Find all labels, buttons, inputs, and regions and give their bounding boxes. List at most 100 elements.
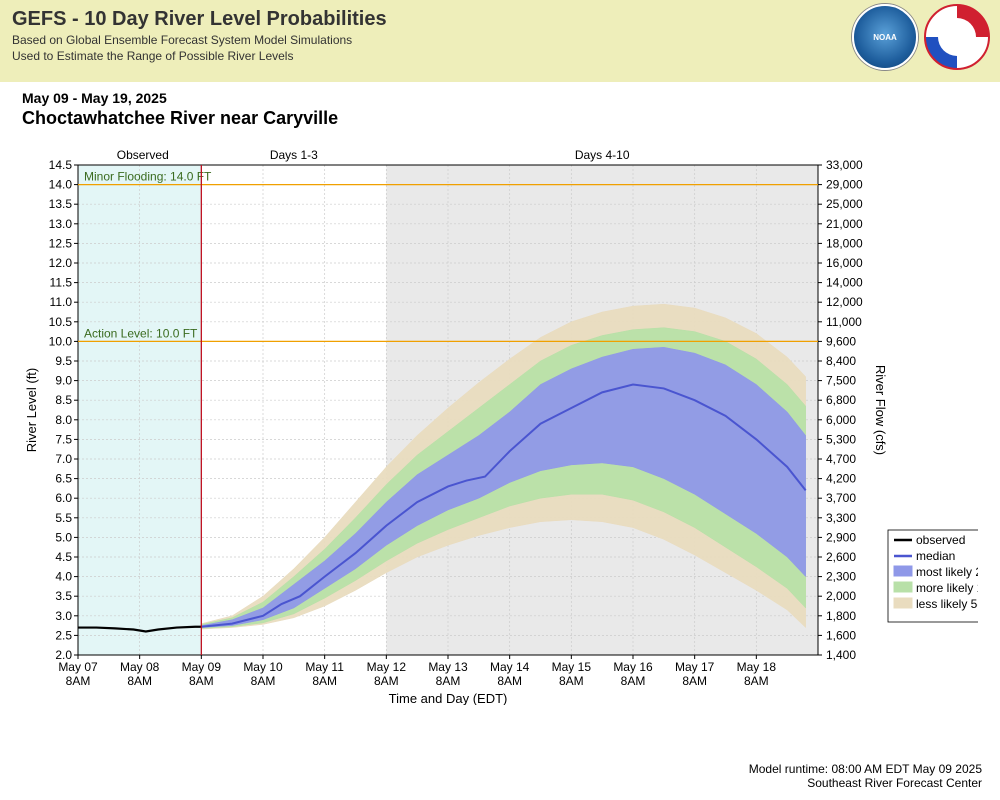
yr-tick: 3,300: [826, 511, 856, 525]
yl-tick: 7.5: [55, 432, 72, 446]
x-tick2: 8AM: [374, 674, 399, 688]
x-tick2: 8AM: [251, 674, 276, 688]
yl-tick: 5.0: [55, 530, 72, 544]
yl-tick: 4.5: [55, 550, 72, 564]
y-left-label: River Level (ft): [24, 368, 39, 453]
chart-container: Minor Flooding: 14.0 FT Action Level: 10.…: [18, 145, 978, 705]
nws-logo-icon: [924, 4, 990, 70]
yr-tick: 33,000: [826, 158, 863, 172]
x-tick: May 11: [305, 660, 344, 674]
noaa-logo-icon: NOAA: [852, 4, 918, 70]
yr-tick: 3,700: [826, 491, 856, 505]
yr-tick: 11,000: [826, 315, 862, 329]
x-tick: May 16: [613, 660, 653, 674]
yr-tick: 29,000: [826, 178, 863, 192]
legend-label-outer: less likely 5-10%: [916, 597, 978, 611]
yr-tick: 6,000: [826, 413, 856, 427]
x-tick2: 8AM: [497, 674, 522, 688]
yr-tick: 1,600: [826, 628, 856, 642]
yl-tick: 5.5: [55, 511, 72, 525]
yr-tick: 2,000: [826, 589, 856, 603]
yl-tick: 3.0: [55, 609, 72, 623]
yl-tick: 9.0: [55, 374, 72, 388]
yl-tick: 3.5: [55, 589, 72, 603]
footer-meta: Model runtime: 08:00 AM EDT May 09 2025 …: [749, 762, 982, 790]
yr-tick: 2,900: [826, 530, 856, 544]
yl-tick: 8.0: [55, 413, 72, 427]
yl-tick: 4.0: [55, 570, 72, 584]
legend-label-mid: more likely 10-25%: [916, 581, 978, 595]
date-range: May 09 - May 19, 2025: [22, 90, 1000, 106]
forecast-center: Southeast River Forecast Center: [749, 776, 982, 790]
region-label-1: Days 1-3: [270, 148, 318, 162]
header-sub2: Used to Estimate the Range of Possible R…: [12, 49, 988, 63]
legend: observedmedianmost likely 25-75%more lik…: [888, 530, 978, 622]
yr-tick: 2,300: [826, 570, 856, 584]
x-tick2: 8AM: [189, 674, 214, 688]
yl-tick: 12.5: [49, 236, 73, 250]
yr-tick: 18,000: [826, 236, 863, 250]
x-axis-label: Time and Day (EDT): [389, 691, 508, 705]
x-tick: May 17: [675, 660, 715, 674]
yl-tick: 14.0: [49, 178, 73, 192]
model-runtime: Model runtime: 08:00 AM EDT May 09 2025: [749, 762, 982, 776]
x-tick2: 8AM: [436, 674, 461, 688]
yr-tick: 8,400: [826, 354, 856, 368]
yl-tick: 9.5: [55, 354, 72, 368]
x-tick: May 10: [243, 660, 283, 674]
yr-tick: 25,000: [826, 197, 863, 211]
yr-tick: 1,800: [826, 609, 856, 623]
yr-tick: 16,000: [826, 256, 863, 270]
yl-tick: 13.5: [49, 197, 73, 211]
yr-tick: 12,000: [826, 295, 863, 309]
logo-group: NOAA: [852, 4, 990, 70]
yr-tick: 4,700: [826, 452, 856, 466]
yl-tick: 2.5: [55, 628, 72, 642]
x-tick2: 8AM: [559, 674, 584, 688]
x-tick: May 07: [58, 660, 98, 674]
x-tick: May 13: [428, 660, 468, 674]
chart-meta: May 09 - May 19, 2025 Choctawhatchee Riv…: [0, 82, 1000, 129]
yl-tick: 7.0: [55, 452, 72, 466]
probability-chart: Minor Flooding: 14.0 FT Action Level: 10.…: [18, 145, 978, 705]
yl-tick: 6.0: [55, 491, 72, 505]
region-label-0: Observed: [117, 148, 169, 162]
yl-tick: 14.5: [49, 158, 73, 172]
yr-tick: 4,200: [826, 472, 856, 486]
yl-tick: 10.5: [49, 315, 73, 329]
x-tick: May 08: [120, 660, 160, 674]
x-tick2: 8AM: [312, 674, 337, 688]
x-tick2: 8AM: [621, 674, 646, 688]
yr-tick: 14,000: [826, 276, 863, 290]
x-tick: May 09: [182, 660, 222, 674]
yr-tick: 1,400: [826, 648, 856, 662]
yl-tick: 10.0: [49, 334, 73, 348]
yl-tick: 11.5: [50, 276, 73, 290]
yr-tick: 2,600: [826, 550, 856, 564]
threshold-label-1: Action Level: 10.0 FT: [84, 326, 198, 340]
legend-swatch-outer: [894, 598, 912, 608]
yl-tick: 12.0: [49, 256, 73, 270]
yr-tick: 5,300: [826, 432, 856, 446]
x-tick2: 8AM: [682, 674, 707, 688]
x-tick2: 8AM: [127, 674, 152, 688]
legend-label-median: median: [916, 549, 955, 563]
yr-tick: 6,800: [826, 393, 856, 407]
y-right-label: River Flow (cfs): [873, 365, 888, 455]
yl-tick: 11.0: [50, 295, 73, 309]
x-tick: May 12: [367, 660, 407, 674]
location-title: Choctawhatchee River near Caryville: [22, 108, 1000, 129]
yl-tick: 13.0: [49, 217, 73, 231]
legend-label-inner: most likely 25-75%: [916, 565, 978, 579]
x-tick: May 18: [737, 660, 777, 674]
yr-tick: 21,000: [826, 217, 863, 231]
page-title: GEFS - 10 Day River Level Probabilities: [12, 8, 988, 31]
yl-tick: 6.5: [55, 472, 72, 486]
threshold-label-0: Minor Flooding: 14.0 FT: [84, 170, 212, 184]
legend-swatch-inner: [894, 566, 912, 576]
x-tick2: 8AM: [744, 674, 769, 688]
yr-tick: 7,500: [826, 374, 856, 388]
x-tick2: 8AM: [66, 674, 91, 688]
yl-tick: 8.5: [55, 393, 72, 407]
x-tick: May 14: [490, 660, 530, 674]
